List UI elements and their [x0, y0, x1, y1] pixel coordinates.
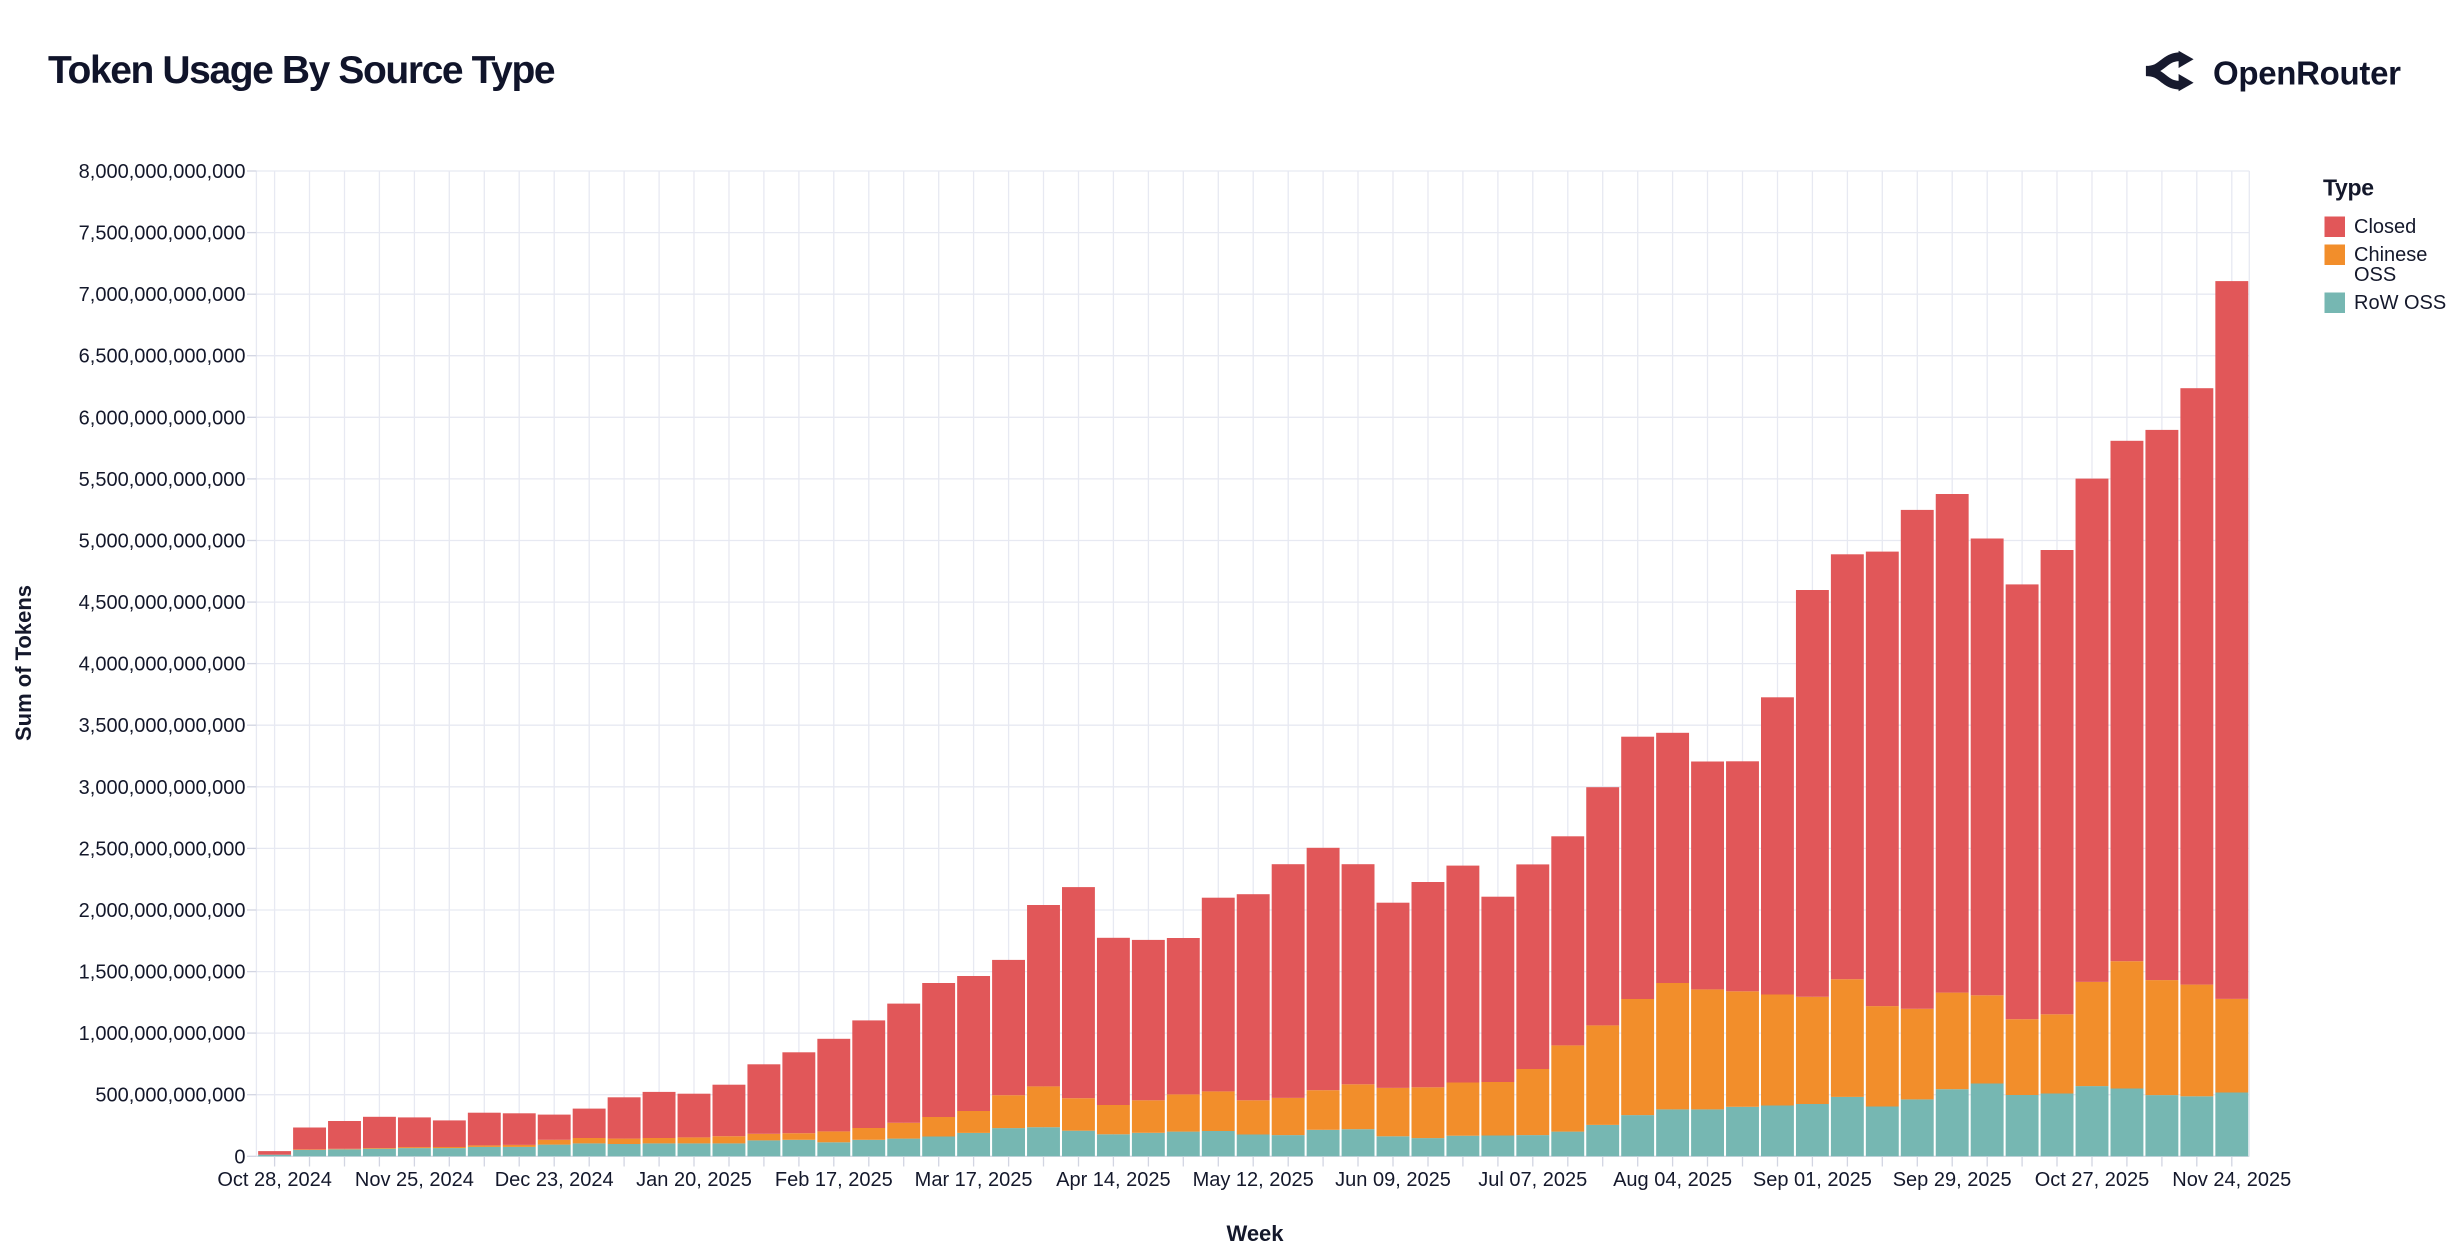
svg-text:Oct 27, 2025: Oct 27, 2025 [2035, 1169, 2150, 1191]
svg-text:Oct 28, 2024: Oct 28, 2024 [217, 1169, 332, 1191]
svg-text:4,000,000,000,000: 4,000,000,000,000 [79, 654, 246, 676]
svg-text:Jun 09, 2025: Jun 09, 2025 [1335, 1169, 1451, 1191]
svg-text:Type: Type [2323, 175, 2374, 201]
svg-text:Dec 23, 2024: Dec 23, 2024 [495, 1169, 614, 1191]
svg-text:OpenRouter: OpenRouter [2213, 55, 2401, 92]
svg-text:2,000,000,000,000: 2,000,000,000,000 [79, 900, 246, 922]
svg-text:Sum of Tokens: Sum of Tokens [11, 585, 36, 741]
svg-text:8,000,000,000,000: 8,000,000,000,000 [79, 161, 246, 183]
svg-text:Nov 25, 2024: Nov 25, 2024 [355, 1169, 474, 1191]
svg-text:4,500,000,000,000: 4,500,000,000,000 [79, 592, 246, 614]
svg-text:5,500,000,000,000: 5,500,000,000,000 [79, 469, 246, 491]
svg-text:6,000,000,000,000: 6,000,000,000,000 [79, 407, 246, 429]
svg-text:Closed: Closed [2354, 216, 2416, 238]
svg-text:Sep 01, 2025: Sep 01, 2025 [1753, 1169, 1872, 1191]
svg-text:Feb 17, 2025: Feb 17, 2025 [775, 1169, 893, 1191]
svg-text:1,500,000,000,000: 1,500,000,000,000 [79, 962, 246, 984]
svg-text:May 12, 2025: May 12, 2025 [1193, 1169, 1314, 1191]
svg-text:0: 0 [234, 1146, 245, 1168]
svg-text:Chinese: Chinese [2354, 244, 2427, 266]
svg-text:2,500,000,000,000: 2,500,000,000,000 [79, 838, 246, 860]
svg-text:Token Usage By Source Type: Token Usage By Source Type [48, 49, 555, 92]
svg-text:3,500,000,000,000: 3,500,000,000,000 [79, 715, 246, 737]
svg-text:6,500,000,000,000: 6,500,000,000,000 [79, 346, 246, 368]
svg-text:Jul 07, 2025: Jul 07, 2025 [1478, 1169, 1587, 1191]
svg-text:Nov 24, 2025: Nov 24, 2025 [2172, 1169, 2291, 1191]
svg-text:RoW OSS: RoW OSS [2354, 292, 2446, 314]
svg-text:Mar 17, 2025: Mar 17, 2025 [915, 1169, 1033, 1191]
svg-text:OSS: OSS [2354, 264, 2396, 286]
svg-text:500,000,000,000: 500,000,000,000 [95, 1085, 245, 1107]
svg-text:3,000,000,000,000: 3,000,000,000,000 [79, 777, 246, 799]
svg-text:Sep 29, 2025: Sep 29, 2025 [1893, 1169, 2012, 1191]
svg-text:Week: Week [1226, 1221, 1284, 1246]
svg-text:Aug 04, 2025: Aug 04, 2025 [1613, 1169, 1732, 1191]
svg-text:Jan 20, 2025: Jan 20, 2025 [636, 1169, 752, 1191]
svg-text:1,000,000,000,000: 1,000,000,000,000 [79, 1023, 246, 1045]
svg-text:Apr 14, 2025: Apr 14, 2025 [1056, 1169, 1171, 1191]
svg-text:7,500,000,000,000: 7,500,000,000,000 [79, 223, 246, 245]
svg-text:5,000,000,000,000: 5,000,000,000,000 [79, 531, 246, 553]
svg-text:7,000,000,000,000: 7,000,000,000,000 [79, 284, 246, 306]
